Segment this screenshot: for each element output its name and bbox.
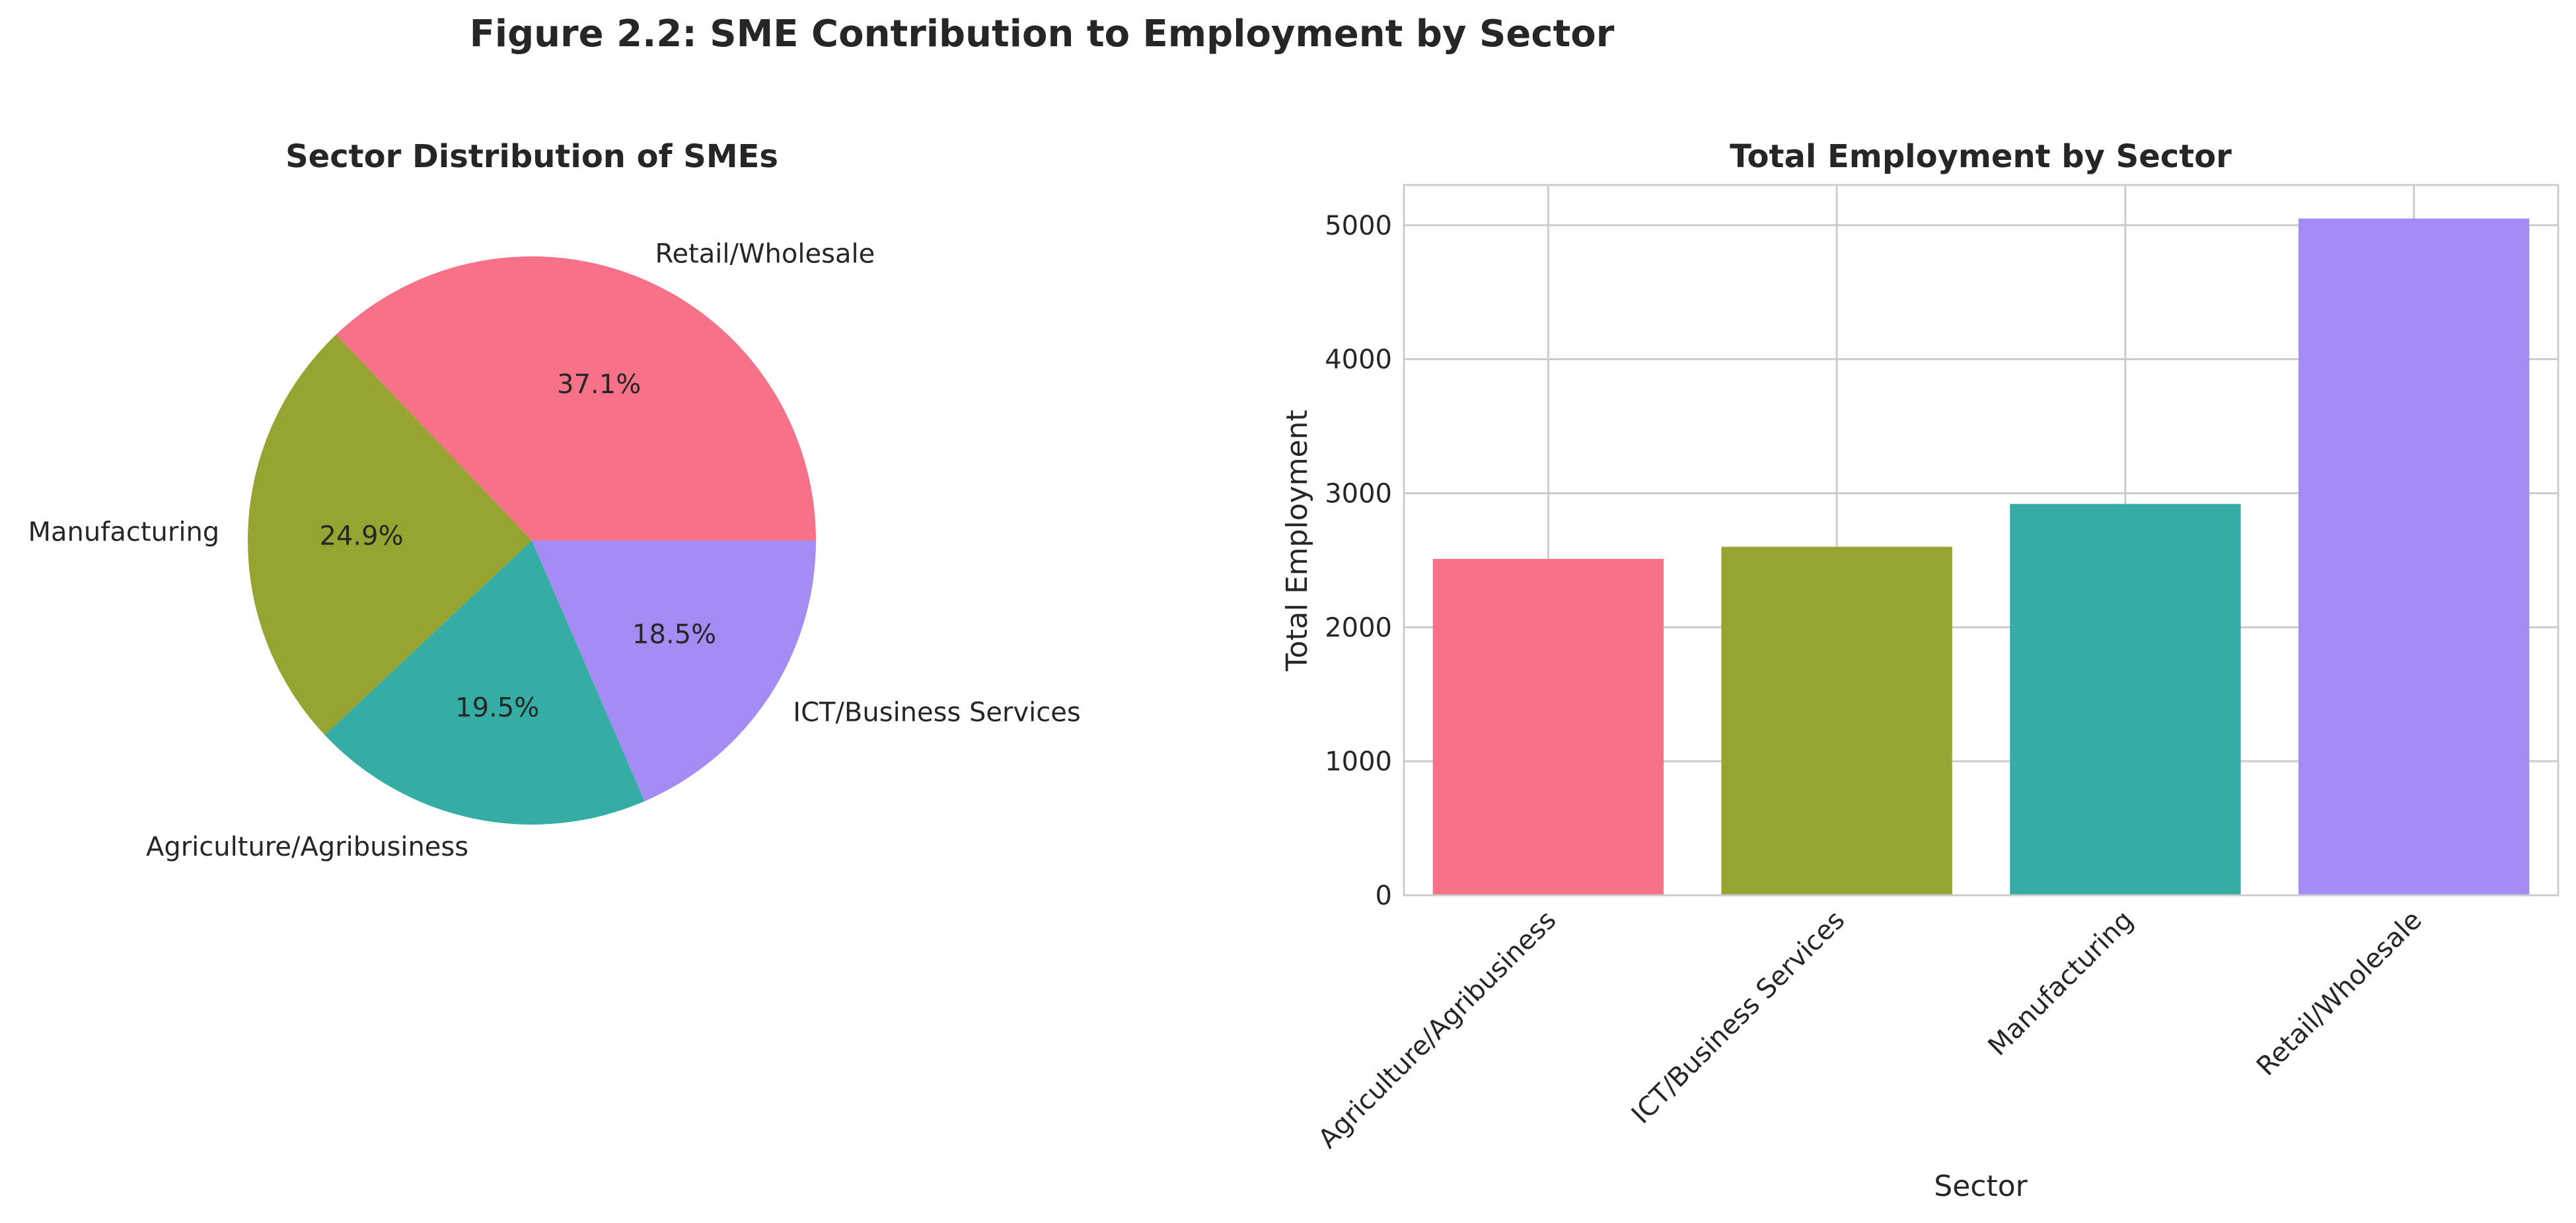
figure-title: Figure 2.2: SME Contribution to Employme…: [470, 13, 1615, 56]
x-tick-label: Retail/Wholesale: [2251, 905, 2428, 1082]
pie-slice-manufacturing: [247, 334, 532, 735]
y-tick-label: 4000: [1325, 345, 1392, 375]
bar-chart: Total Employment by Sector 0 1000 2000 3000…: [1280, 138, 2559, 1203]
pie-chart-title: Sector Distribution of SMEs: [285, 138, 778, 175]
pie-category-label: Manufacturing: [28, 517, 220, 548]
y-tick-label: 0: [1376, 881, 1392, 911]
bar-ict-business-services: [1721, 546, 1952, 895]
pie-category-label: Agriculture/Agribusiness: [146, 832, 468, 862]
pie-labels: 37.1% Retail/Wholesale 24.9% Manufacturing 1…: [28, 239, 1081, 862]
pie-slice-ict-business-services: [532, 540, 816, 801]
bar-bars: [1432, 218, 2530, 896]
x-tick-label: Agriculture/Agribusiness: [1313, 905, 1563, 1155]
pie-percent-label: 19.5%: [455, 693, 539, 723]
y-tick-label: 1000: [1325, 747, 1392, 777]
pie-slice-retail-wholesale: [336, 256, 816, 540]
plot-frame: [1403, 184, 2559, 897]
y-tick-label: 3000: [1325, 479, 1392, 509]
pie-chart: Sector Distribution of SMEs 37.1% Retail/…: [28, 138, 1081, 862]
pie-category-label: Retail/Wholesale: [655, 239, 875, 269]
pie-slice-agriculture-agribusiness: [324, 540, 645, 825]
y-tick-label: 2000: [1325, 612, 1392, 643]
y-tick-label: 5000: [1325, 211, 1392, 241]
bar-agriculture-agribusiness: [1432, 558, 1664, 895]
bar-manufacturing: [2010, 503, 2241, 895]
pie-percent-label: 24.9%: [320, 521, 404, 552]
pie-slices: [247, 256, 816, 825]
pie-percent-label: 18.5%: [632, 620, 716, 650]
y-axis-label: Total Employment: [1280, 410, 1314, 672]
x-tick-label: Manufacturing: [1983, 905, 2139, 1062]
x-axis-label: Sector: [1934, 1169, 2028, 1203]
x-tick-label: ICT/Business Services: [1626, 905, 1851, 1130]
y-tick-labels: 0 1000 2000 3000 4000 5000: [1325, 211, 1392, 911]
bar-retail-wholesale: [2298, 218, 2530, 896]
x-tick-labels: Agriculture/Agribusiness ICT/Business Ser…: [1313, 905, 2428, 1155]
pie-percent-label: 37.1%: [557, 369, 641, 400]
bar-chart-title: Total Employment by Sector: [1730, 138, 2232, 175]
pie-category-label: ICT/Business Services: [793, 698, 1080, 728]
